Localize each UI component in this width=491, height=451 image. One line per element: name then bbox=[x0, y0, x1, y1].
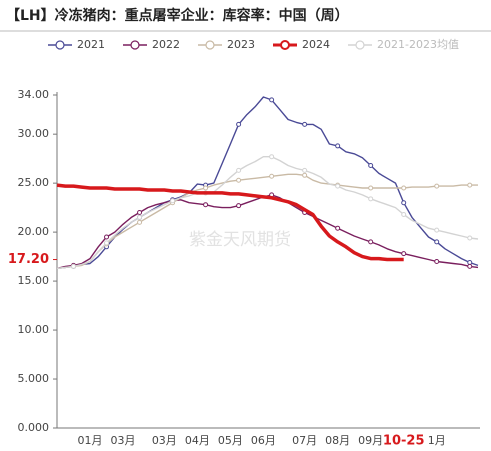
series-marker bbox=[434, 259, 440, 264]
x-tick-label: 03月 bbox=[111, 434, 136, 447]
series-marker bbox=[401, 185, 407, 191]
legend-swatch-marker bbox=[280, 40, 290, 50]
series-marker bbox=[71, 263, 77, 269]
series-marker bbox=[236, 203, 242, 209]
series-marker bbox=[434, 227, 440, 233]
x-tick-label: 1月 bbox=[428, 434, 446, 447]
series-marker bbox=[104, 240, 110, 246]
y-tick-label: 30.00 bbox=[18, 127, 50, 140]
series-marker bbox=[236, 121, 242, 127]
series-marker bbox=[368, 239, 374, 245]
series-marker bbox=[401, 251, 407, 257]
y-tick-label: 15.00 bbox=[18, 274, 50, 287]
series-marker bbox=[236, 167, 242, 173]
y-tick-label: 0.000 bbox=[18, 421, 50, 434]
x-tick-label: 03月 bbox=[152, 434, 177, 447]
series-marker bbox=[335, 225, 341, 231]
series-marker bbox=[467, 182, 473, 188]
series-marker bbox=[137, 219, 143, 225]
series-marker bbox=[401, 200, 407, 206]
series-marker bbox=[368, 185, 374, 191]
legend-label: 2022 bbox=[152, 38, 180, 51]
series-marker bbox=[104, 234, 110, 240]
series-marker bbox=[269, 154, 275, 160]
series-marker bbox=[401, 211, 407, 217]
x-tick-label: 01月 bbox=[78, 434, 103, 447]
series-marker bbox=[368, 196, 374, 202]
value-label: 17.20 bbox=[8, 252, 49, 267]
legend-label: 2021 bbox=[77, 38, 105, 51]
series-marker bbox=[302, 167, 308, 173]
legend-label: 2021-2023均值 bbox=[377, 38, 459, 51]
legend-label: 2024 bbox=[302, 38, 330, 51]
x-tick-label: 09月 bbox=[358, 434, 383, 447]
series-marker bbox=[467, 259, 473, 265]
legend-swatch-marker bbox=[205, 40, 215, 50]
series-line bbox=[56, 183, 404, 262]
series-line bbox=[56, 173, 478, 270]
y-tick-label: 10.00 bbox=[18, 323, 50, 336]
series-marker bbox=[137, 210, 143, 216]
chart-title: 【LH】冷冻猪肉：重点屠宰企业：库容率：中国（周） bbox=[6, 7, 349, 24]
series-marker bbox=[368, 163, 374, 169]
y-tick-label: 20.00 bbox=[18, 225, 50, 238]
legend-swatch-marker bbox=[355, 40, 365, 50]
series-marker bbox=[137, 214, 143, 220]
x-tick-label: 07月 bbox=[292, 434, 317, 447]
watermark: 紫金天风期货 bbox=[189, 230, 291, 250]
x-tick-label: 10-25 bbox=[383, 434, 425, 449]
series-marker bbox=[335, 183, 341, 189]
x-tick-label: 08月 bbox=[325, 434, 350, 447]
y-tick-label: 34.00 bbox=[18, 88, 50, 101]
x-tick-label: 06月 bbox=[251, 434, 276, 447]
series-marker bbox=[335, 143, 341, 149]
x-tick-label: 05月 bbox=[218, 434, 243, 447]
series-marker bbox=[236, 177, 242, 183]
series-marker bbox=[302, 172, 308, 178]
series-marker bbox=[170, 198, 176, 204]
y-tick-label: 5.000 bbox=[18, 372, 50, 385]
series-marker bbox=[269, 97, 275, 103]
legend-swatch-marker bbox=[55, 40, 65, 50]
legend-label: 2023 bbox=[227, 38, 255, 51]
series-line bbox=[56, 155, 479, 270]
series-marker bbox=[434, 183, 440, 189]
series-marker bbox=[203, 202, 209, 208]
y-tick-label: 25.00 bbox=[18, 176, 50, 189]
legend-swatch-marker bbox=[130, 40, 140, 50]
series-marker bbox=[434, 239, 440, 245]
series-marker bbox=[269, 173, 275, 179]
series-marker bbox=[302, 121, 308, 127]
series-marker bbox=[467, 235, 473, 241]
x-tick-label: 04月 bbox=[185, 434, 210, 447]
series-marker bbox=[203, 185, 209, 191]
series-marker bbox=[467, 263, 473, 269]
